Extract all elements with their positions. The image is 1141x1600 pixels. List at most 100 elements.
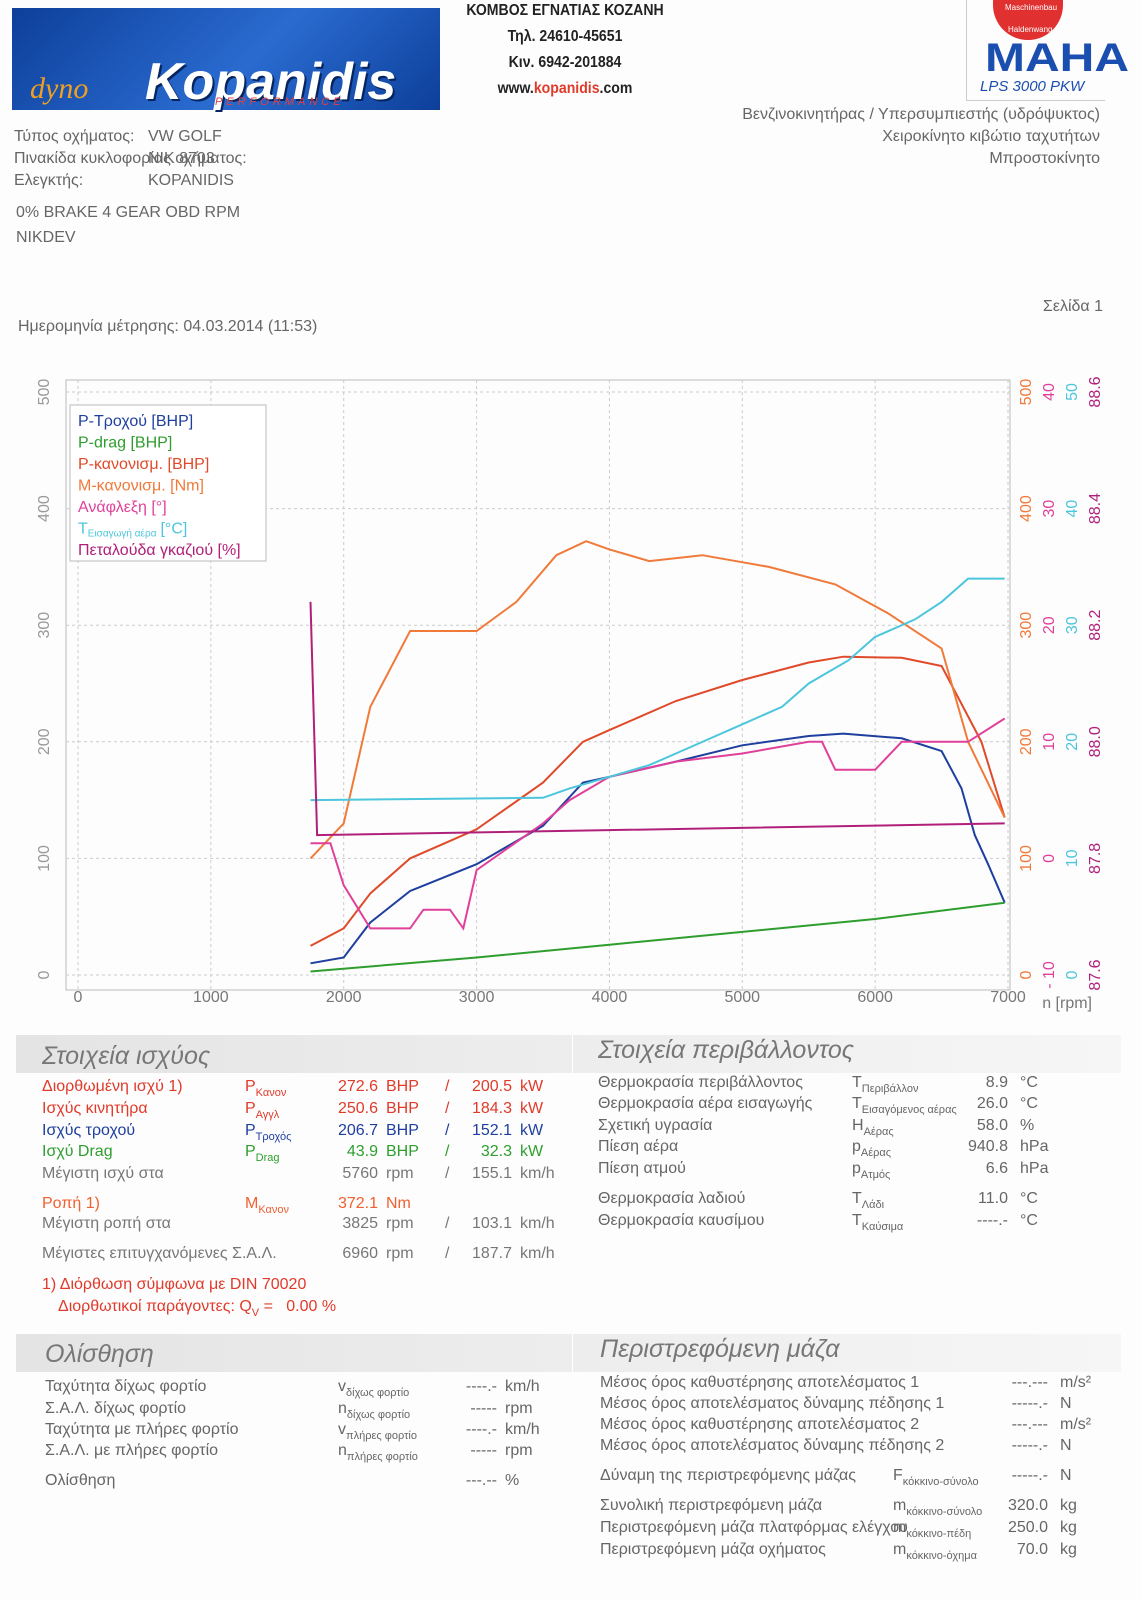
- band: [16, 1035, 1121, 1073]
- field-value: 6960: [342, 1245, 378, 1262]
- field-unit: kW: [520, 1100, 544, 1117]
- x-tick-label: 4000: [592, 989, 628, 1006]
- series-line: [310, 577, 1005, 802]
- y-tick-label: 300: [1018, 612, 1035, 639]
- x-tick-label: 2000: [326, 989, 362, 1006]
- field-value: 206.7: [337, 1122, 378, 1139]
- seal-ring-1: Maschinenbau: [1005, 3, 1058, 12]
- website-part: www.: [497, 80, 534, 97]
- symbol: HΑέρας: [852, 1117, 894, 1138]
- symbol-letter: T: [852, 1212, 862, 1229]
- logo-sub: PERFORMANCE: [215, 96, 345, 108]
- series-line: [310, 732, 1006, 965]
- field-value: ---.---: [1011, 1416, 1048, 1433]
- symbol-subscript: πλήρες φορτίο: [346, 1451, 418, 1463]
- vehicle-spec: Βενζινοκινητήρας / Υπερσυμπιεστής (υδρόψ…: [742, 106, 1100, 123]
- field-value: 26.0: [976, 1095, 1008, 1112]
- series-line: [309, 540, 1006, 860]
- field-unit: kW: [520, 1143, 544, 1160]
- field-label: Σ.Α.Λ. δίχως φορτίο: [45, 1400, 187, 1417]
- x-tick-label: 5000: [724, 989, 760, 1006]
- field-unit: BHP: [386, 1143, 419, 1160]
- x-tick-label: 7000: [990, 989, 1026, 1006]
- symbol: MΚανον: [245, 1195, 289, 1216]
- symbol-letter: T: [852, 1095, 862, 1112]
- brand-model: LPS 3000 PKW: [980, 78, 1085, 95]
- field-label: Θερμοκρασία περιβάλλοντος: [598, 1074, 803, 1091]
- symbol: pΑέρας: [852, 1138, 891, 1159]
- field-value: ---.---: [1011, 1374, 1048, 1391]
- x-tick-label: 3000: [459, 989, 495, 1006]
- legend-name: P-Τροχού [BHP]: [78, 413, 193, 430]
- legend-name: Πεταλούδα γκαζιού [%]: [78, 542, 241, 559]
- legend-entry: P-Τροχού [BHP]: [78, 413, 193, 430]
- y-tick-label: 88.4: [1087, 493, 1104, 524]
- field-unit: hPa: [1020, 1160, 1049, 1177]
- section-title: Στοιχεία ισχύος: [42, 1042, 211, 1070]
- section-title: Ολίσθηση: [45, 1340, 154, 1368]
- field-unit: km/h: [520, 1215, 555, 1232]
- field-label: Μέσος όρος καθυστέρησης αποτελέσματος 1: [600, 1374, 920, 1391]
- symbol-subscript: Αγγλ: [255, 1109, 280, 1121]
- vehicle-spec: Μπροστοκίνητο: [989, 150, 1100, 167]
- field-unit: BHP: [386, 1100, 419, 1117]
- field-label: Ροπή 1): [42, 1195, 100, 1212]
- symbol-subscript: Καύσιμα: [861, 1221, 904, 1233]
- symbol-subscript: Drag: [255, 1152, 280, 1164]
- symbol-letter: T: [852, 1190, 862, 1207]
- y-tick-label: - 10: [1041, 961, 1058, 989]
- y-tick-label: 100: [1018, 845, 1035, 872]
- section-title: Στοιχεία περιβάλλοντος: [598, 1036, 854, 1064]
- y-tick-label: 100: [36, 845, 53, 872]
- note: 0% BRAKE 4 GEAR OBD RPM: [16, 204, 241, 221]
- y-tick-label: 0: [1064, 970, 1081, 979]
- legend-entry: P-κανονισμ. [BHP]: [78, 456, 209, 473]
- symbol-letter: v: [338, 1378, 346, 1395]
- field-unit: rpm: [386, 1245, 414, 1262]
- page-number: Σελίδα 1: [1042, 298, 1103, 315]
- legend-entry: P-drag [BHP]: [78, 435, 172, 452]
- symbol: Fκόκκινο-σύνολο: [893, 1467, 979, 1488]
- field-value: NIK 8703: [148, 150, 215, 167]
- field-value: 43.9: [346, 1143, 378, 1160]
- symbol-letter: P: [245, 1100, 256, 1117]
- legend-unit: [°C]: [160, 521, 187, 538]
- field-value: 250.0: [1007, 1519, 1048, 1536]
- measurement-date: Ημερομηνία μέτρησης: 04.03.2014 (11:53): [18, 318, 318, 335]
- field-unit: km/h: [505, 1421, 540, 1438]
- field-label: Θερμοκρασία καυσίμου: [598, 1212, 765, 1229]
- series-line: [310, 717, 1006, 931]
- field-unit: %: [505, 1472, 520, 1489]
- symbol: TΕισαγόμενος αέρας: [852, 1095, 957, 1116]
- field-label: Συνολική περιστρεφόμενη μάζα: [600, 1497, 823, 1514]
- field-unit: %: [1020, 1117, 1035, 1134]
- field-value: -----.-: [1011, 1467, 1048, 1484]
- field-unit: BHP: [386, 1122, 419, 1139]
- symbol-letter: n: [338, 1442, 347, 1459]
- field-unit: km/h: [520, 1165, 555, 1182]
- legend-name: M-κανονισμ. [Nm]: [78, 478, 204, 495]
- y-tick-label: 20: [1041, 616, 1058, 634]
- logo-banner: [12, 8, 440, 110]
- field-value: ----.-: [465, 1378, 497, 1395]
- field-value: 11.0: [978, 1190, 1008, 1207]
- field-label: Πίεση αέρα: [598, 1138, 679, 1155]
- y-tick-label: 20: [1064, 733, 1081, 751]
- symbol-subscript: πλήρες φορτίο: [346, 1430, 417, 1442]
- field-unit: BHP: [386, 1078, 419, 1095]
- field-label: Μέγιστη ροπή στα: [42, 1215, 171, 1232]
- symbol: vδίχως φορτίο: [338, 1378, 409, 1399]
- field-label: Ισχύς κινητήρα: [42, 1100, 148, 1117]
- symbol-letter: v: [338, 1421, 346, 1438]
- separator: /: [445, 1215, 450, 1232]
- field-value: ----.-: [976, 1212, 1008, 1229]
- legend-entry: Ανάφλεξη [°]: [78, 499, 167, 516]
- field-label: Ταχύτητα δίχως φορτίο: [45, 1378, 207, 1395]
- symbol-subscript: κόκκινο-σύνολο: [902, 1476, 979, 1488]
- field-unit: km/h: [520, 1245, 555, 1262]
- factor-subscript: V: [251, 1307, 260, 1319]
- field-value: 70.0: [1016, 1541, 1048, 1558]
- field-unit: °C: [1020, 1190, 1038, 1207]
- field-unit: m/s²: [1060, 1416, 1092, 1433]
- plot-frame: [65, 379, 1011, 991]
